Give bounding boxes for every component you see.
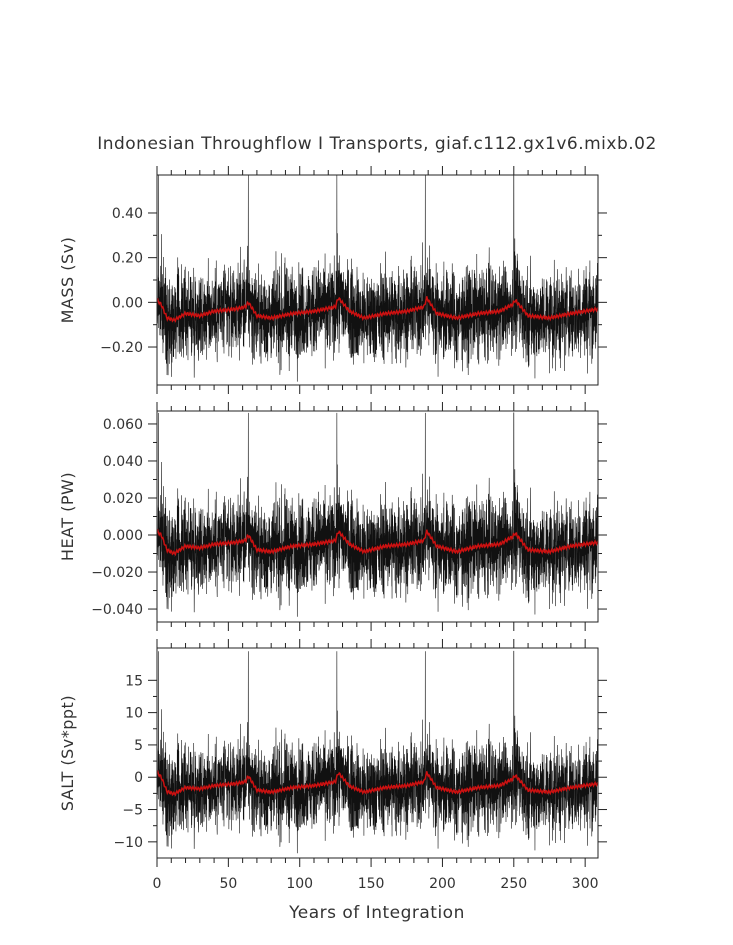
smoothed-series-line xyxy=(157,296,598,323)
y-tick-label: 10 xyxy=(125,706,143,722)
raw-series-line xyxy=(157,412,598,617)
panel-2: −0.040 −0.020 0.000 0.020 0.040 0.060 HEAT (PW… xyxy=(58,402,607,631)
y-tick-label: −0.040 xyxy=(91,602,143,618)
y-tick-label: −5 xyxy=(122,803,143,819)
y-tick-label: 0.020 xyxy=(103,491,143,507)
smoothed-series-line xyxy=(157,528,598,557)
x-tick-label: 300 xyxy=(572,876,599,892)
y-tick-label: −10 xyxy=(113,835,143,851)
y-tick-label: 5 xyxy=(134,738,143,754)
x-tick-label: 0 xyxy=(153,876,162,892)
y-tick-label: 0.40 xyxy=(112,206,143,222)
x-tick-label: 100 xyxy=(286,876,313,892)
smoothed-series-line xyxy=(157,770,598,797)
y-tick-label: 0.000 xyxy=(103,528,143,544)
y-axis-label: MASS (Sv) xyxy=(58,237,77,324)
y-tick-label: 0 xyxy=(134,770,143,786)
plot-frame xyxy=(156,647,599,859)
x-tick-label: 200 xyxy=(429,876,456,892)
chart-title: Indonesian Throughflow I Transports, gia… xyxy=(97,134,657,154)
y-tick-label: −0.20 xyxy=(100,340,143,356)
y-tick-label: −0.020 xyxy=(91,565,143,581)
y-tick-label: 15 xyxy=(125,673,143,689)
y-tick-label: 0.00 xyxy=(112,295,143,311)
raw-series-line xyxy=(157,175,598,382)
y-tick-label: 0.060 xyxy=(103,417,143,433)
x-tick-label: 250 xyxy=(500,876,527,892)
panel-1: −0.20 0.00 0.20 0.40 MASS (Sv) xyxy=(58,166,607,394)
y-tick-label: 0.040 xyxy=(103,454,143,470)
x-tick-label: 50 xyxy=(219,876,237,892)
x-tick-label: 150 xyxy=(358,876,385,892)
panels: −0.20 0.00 0.20 0.40 MASS (Sv) −0.040 −0.020 0.… xyxy=(58,166,607,892)
y-tick-label: 0.20 xyxy=(112,251,143,267)
y-axis-label: SALT (Sv*ppt) xyxy=(58,695,77,811)
y-axis-label: HEAT (PW) xyxy=(58,472,77,561)
raw-series-line xyxy=(157,650,598,854)
x-axis-label: Years of Integration xyxy=(288,903,465,923)
